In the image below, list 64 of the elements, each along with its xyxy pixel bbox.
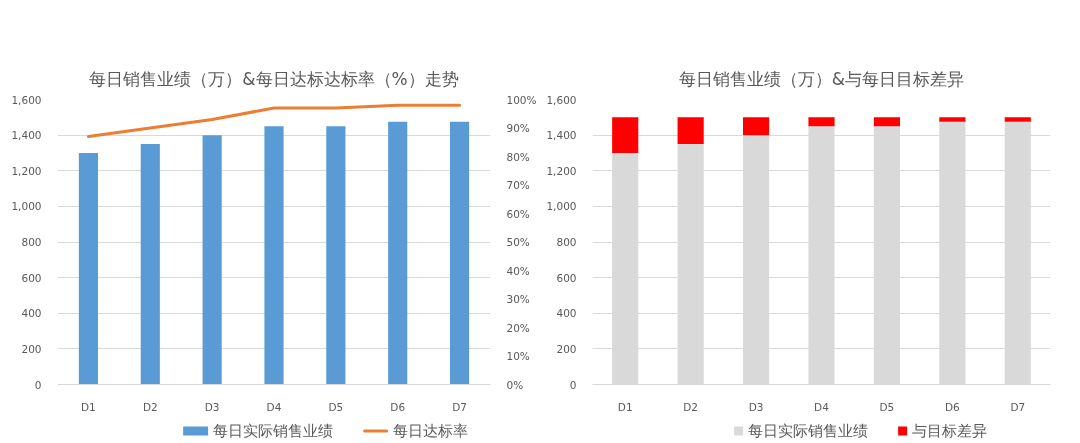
x-tick-label: D3 — [748, 400, 764, 413]
y2-tick-label: 90% — [506, 122, 530, 134]
x-tick-label: D3 — [204, 400, 220, 413]
x-tick-label: D1 — [617, 400, 633, 413]
x-tick-label: D5 — [879, 400, 895, 413]
y2-tick-label: 0% — [506, 378, 524, 391]
bar — [612, 117, 639, 153]
bar — [873, 117, 901, 127]
y-tick-label: 600 — [556, 271, 577, 284]
bar — [326, 126, 346, 385]
legend-label: 每日实际销售业绩 — [748, 422, 869, 440]
y2-tick-label: 70% — [506, 179, 530, 191]
y-tick-label: 800 — [21, 236, 42, 248]
chart-title: 每日销售业绩（万）&每日达标达标率（%）走势 — [89, 68, 459, 89]
y-tick-label: 1,600 — [546, 93, 577, 106]
x-tick-label: D2 — [142, 400, 158, 413]
y-tick-label: 0 — [34, 378, 42, 391]
y2-tick-label: 30% — [506, 293, 530, 305]
bar — [677, 117, 704, 145]
x-tick-label: D7 — [1010, 400, 1026, 413]
y-tick-label: 1,000 — [546, 200, 577, 213]
y2-tick-label: 50% — [506, 236, 530, 248]
bar — [939, 117, 966, 122]
chart-title: 每日销售业绩（万）&与每日目标差异 — [678, 68, 965, 89]
x-tick-label: D5 — [328, 400, 344, 413]
legend-label: 与目标差异 — [912, 422, 988, 440]
y2-tick-label: 100% — [506, 93, 537, 106]
y-tick-label: 1,200 — [11, 164, 42, 177]
y-tick-label: 0 — [569, 378, 577, 391]
x-tick-label: D2 — [683, 400, 699, 413]
line-series — [86, 103, 462, 139]
y-tick-label: 1,400 — [11, 129, 42, 142]
x-tick-label: D4 — [814, 400, 830, 413]
legend-label: 每日达标率 — [393, 422, 469, 440]
y-tick-label: 200 — [21, 342, 42, 355]
y2-tick-label: 40% — [506, 264, 530, 277]
bar — [1004, 117, 1031, 122]
y-tick-label: 400 — [21, 307, 42, 320]
bar — [202, 135, 222, 385]
x-tick-label: D6 — [944, 400, 961, 413]
y2-tick-label: 60% — [506, 207, 530, 220]
y2-tick-label: 10% — [506, 350, 530, 362]
bar — [140, 144, 160, 385]
y-tick-label: 400 — [556, 307, 577, 320]
x-tick-label: D6 — [390, 400, 406, 413]
x-tick-label: D1 — [81, 400, 96, 413]
y2-tick-label: 80% — [506, 150, 530, 163]
y-tick-label: 1,400 — [546, 129, 577, 142]
x-tick-label: D4 — [266, 400, 282, 413]
x-tick-label: D7 — [452, 400, 467, 413]
y-tick-label: 1,600 — [11, 93, 42, 106]
bar — [449, 121, 470, 385]
y2-tick-label: 20% — [506, 321, 530, 334]
bar — [742, 117, 770, 136]
y-tick-label: 1,000 — [11, 200, 42, 213]
y-tick-label: 200 — [556, 342, 577, 355]
bar — [808, 117, 835, 127]
y-tick-label: 600 — [21, 271, 42, 284]
legend-label: 每日实际销售业绩 — [213, 422, 334, 440]
bar — [264, 126, 284, 385]
y-tick-label: 1,200 — [546, 164, 577, 177]
bar — [78, 152, 99, 385]
bar — [388, 121, 408, 385]
y-tick-label: 800 — [556, 236, 577, 248]
